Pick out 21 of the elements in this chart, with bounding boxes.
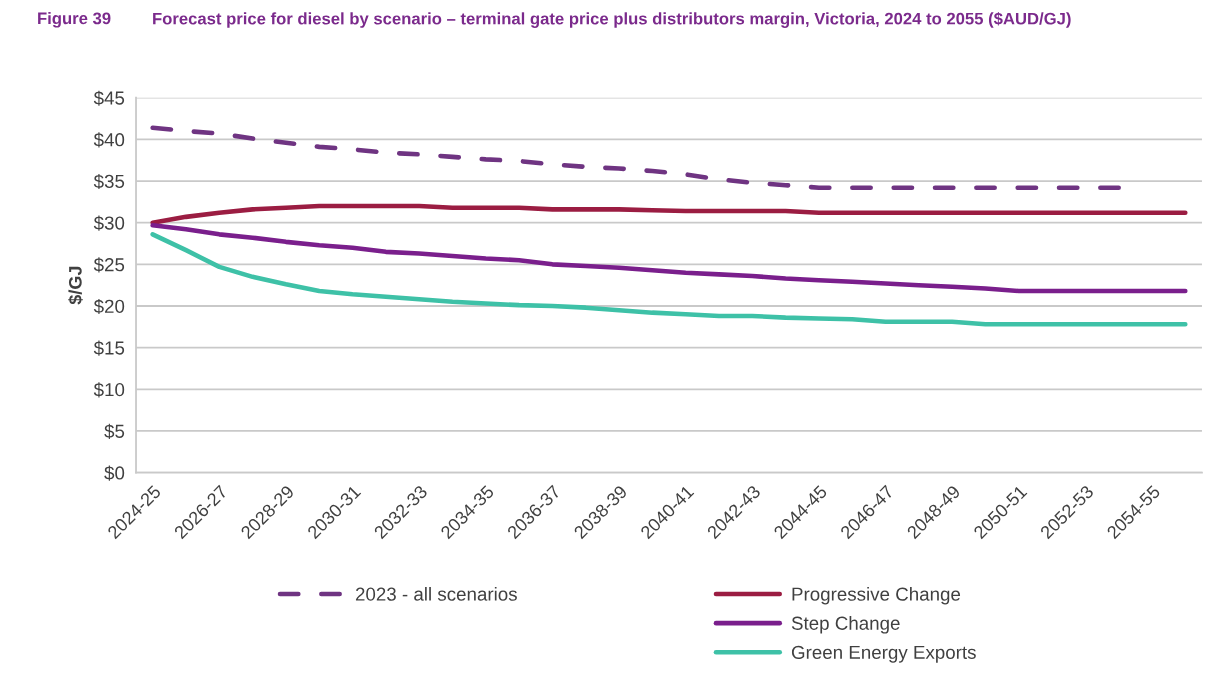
chart-title: Forecast price for diesel by scenario – terminal gate price plus distributors margin, Victoria, 2024 to 2055 ($AUD/GJ)	[153, 12, 1071, 28]
legend-label: 2023 - all scenarios	[355, 587, 517, 601]
line-series	[150, 125, 1121, 190]
line-series	[150, 222, 1188, 294]
caption: Figure 39	[38, 12, 111, 28]
legend-label: Green Energy Exports	[791, 645, 976, 663]
y-tick-label: $10	[93, 382, 125, 398]
y-axis-title: $/GJ	[68, 266, 83, 305]
line-series	[150, 203, 1188, 225]
y-tick-label: $25	[93, 257, 125, 273]
y-tick-label: $30	[93, 215, 125, 231]
line-series	[150, 232, 1188, 327]
legend-label: Step Change	[791, 616, 900, 634]
y-tick-label: $45	[93, 90, 125, 106]
y-tick-label: $5	[104, 423, 125, 440]
y-tick-label: $35	[93, 173, 125, 190]
y-tick-label: $0	[104, 465, 125, 481]
y-tick-label: $20	[93, 298, 125, 315]
y-tick-label: $15	[93, 340, 125, 356]
legend-label: Progressive Change	[792, 587, 961, 605]
y-tick-label: $40	[93, 132, 125, 148]
